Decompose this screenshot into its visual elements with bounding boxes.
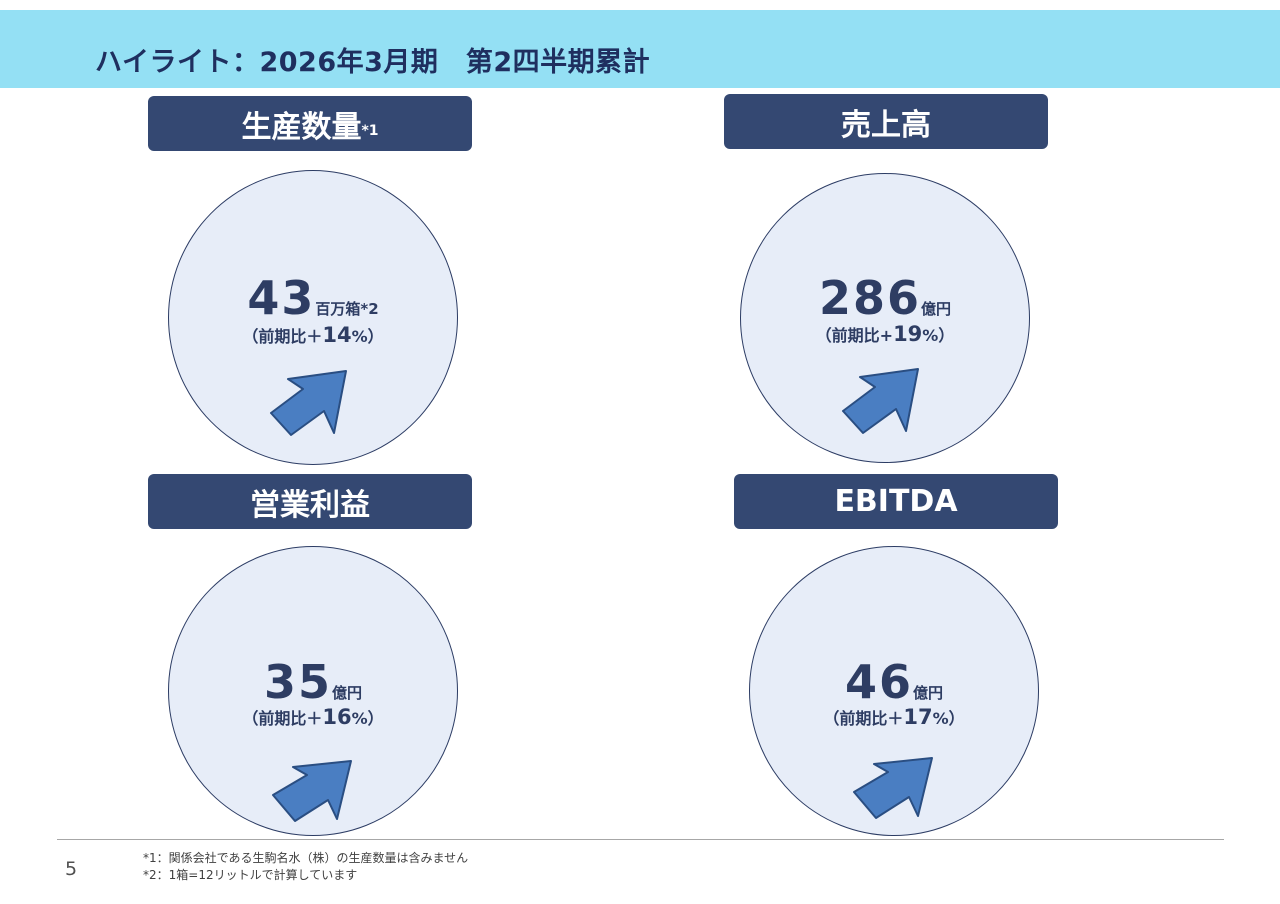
ebitda-label: EBITDA xyxy=(834,484,958,519)
ebitda-value: 46 xyxy=(844,655,913,709)
footer-divider xyxy=(57,839,1224,840)
sales-value-line: 286億円 xyxy=(741,271,1029,325)
up-right-arrow-icon xyxy=(853,757,933,819)
operating-profit-label-box: 営業利益 xyxy=(148,474,472,529)
operating-profit-circle: 35億円 （前期比＋16%） xyxy=(168,546,458,836)
ebitda-circle: 46億円 （前期比＋17%） xyxy=(749,546,1039,836)
production-label-box: 生産数量 *1 xyxy=(148,96,472,151)
page-title: ハイライト：2026年3月期 第2四半期累計 xyxy=(95,47,651,78)
operating-profit-comparison: （前期比＋16%） xyxy=(242,705,384,729)
footnote-2: *2：1箱=12リットルで計算しています xyxy=(143,868,358,882)
production-unit: 百万箱*2 xyxy=(315,300,379,318)
sales-unit: 億円 xyxy=(921,300,952,318)
sales-value: 286 xyxy=(818,271,921,325)
production-label-footnote: *1 xyxy=(361,123,379,139)
up-right-arrow-icon xyxy=(842,368,919,434)
ebitda-unit: 億円 xyxy=(913,684,944,702)
production-circle: 43百万箱*2 （前期比＋14%） xyxy=(168,170,458,465)
sales-circle: 286億円 （前期比+19%） xyxy=(740,173,1030,463)
operating-profit-label: 営業利益 xyxy=(250,487,370,523)
header-bar xyxy=(0,10,1280,88)
sales-label: 売上高 xyxy=(841,107,931,143)
operating-profit-value-line: 35億円 xyxy=(169,655,457,709)
operating-profit-unit: 億円 xyxy=(332,684,363,702)
production-comparison: （前期比＋14%） xyxy=(242,323,384,347)
sales-comparison: （前期比+19%） xyxy=(815,322,955,346)
page-number: 5 xyxy=(65,858,78,880)
up-right-arrow-icon xyxy=(270,370,347,436)
production-value-line: 43百万箱*2 xyxy=(169,271,457,325)
ebitda-value-line: 46億円 xyxy=(750,655,1038,709)
operating-profit-value: 35 xyxy=(263,655,332,709)
production-value: 43 xyxy=(247,271,316,325)
production-label: 生産数量 xyxy=(241,109,362,145)
ebitda-comparison: （前期比＋17%） xyxy=(823,705,965,729)
ebitda-label-box: EBITDA xyxy=(734,474,1058,529)
sales-label-box: 売上高 xyxy=(724,94,1048,149)
up-right-arrow-icon xyxy=(272,760,352,822)
footnote-1: *1：関係会社である生駒名水（株）の生産数量は含みません xyxy=(143,851,469,865)
